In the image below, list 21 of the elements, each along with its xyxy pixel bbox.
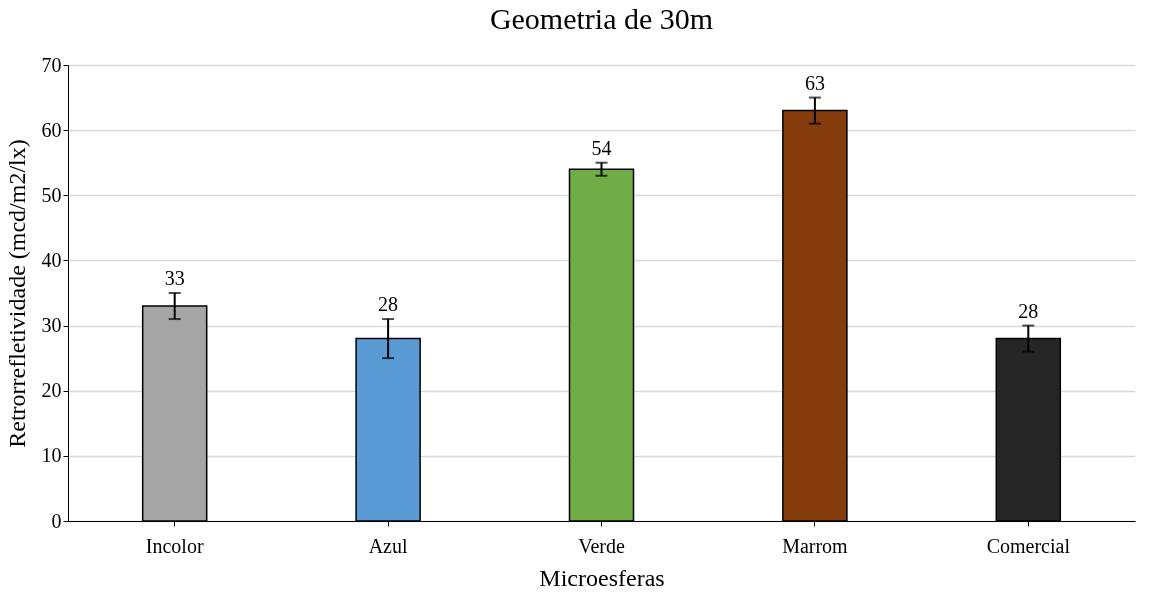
x-tick-label: Azul xyxy=(368,534,408,557)
data-label: 54 xyxy=(591,136,612,159)
chart-title: Geometria de 30m xyxy=(489,2,714,35)
x-tick-label: Marrom xyxy=(782,534,849,557)
x-tick-label: Incolor xyxy=(145,534,204,557)
y-tick-label: 70 xyxy=(41,53,62,76)
y-tick-label: 20 xyxy=(41,379,62,402)
data-label: 63 xyxy=(804,71,825,94)
y-tick-label: 50 xyxy=(41,183,62,206)
y-tick-label: 60 xyxy=(41,118,62,141)
y-tick-label: 30 xyxy=(41,314,62,337)
x-tick-label: Comercial xyxy=(986,534,1071,557)
data-label: 28 xyxy=(1018,299,1039,322)
y-axis-title: Retrorrefletividade (mcd/m2/lx) xyxy=(3,139,30,448)
y-tick-label: 0 xyxy=(51,509,62,532)
x-axis-title: Microesferas xyxy=(539,564,665,591)
data-label: 28 xyxy=(378,293,399,316)
y-tick-label: 10 xyxy=(41,444,62,467)
y-tick-label: 40 xyxy=(41,248,62,271)
x-tick-label: Verde xyxy=(578,534,625,557)
data-label: 33 xyxy=(164,267,185,289)
